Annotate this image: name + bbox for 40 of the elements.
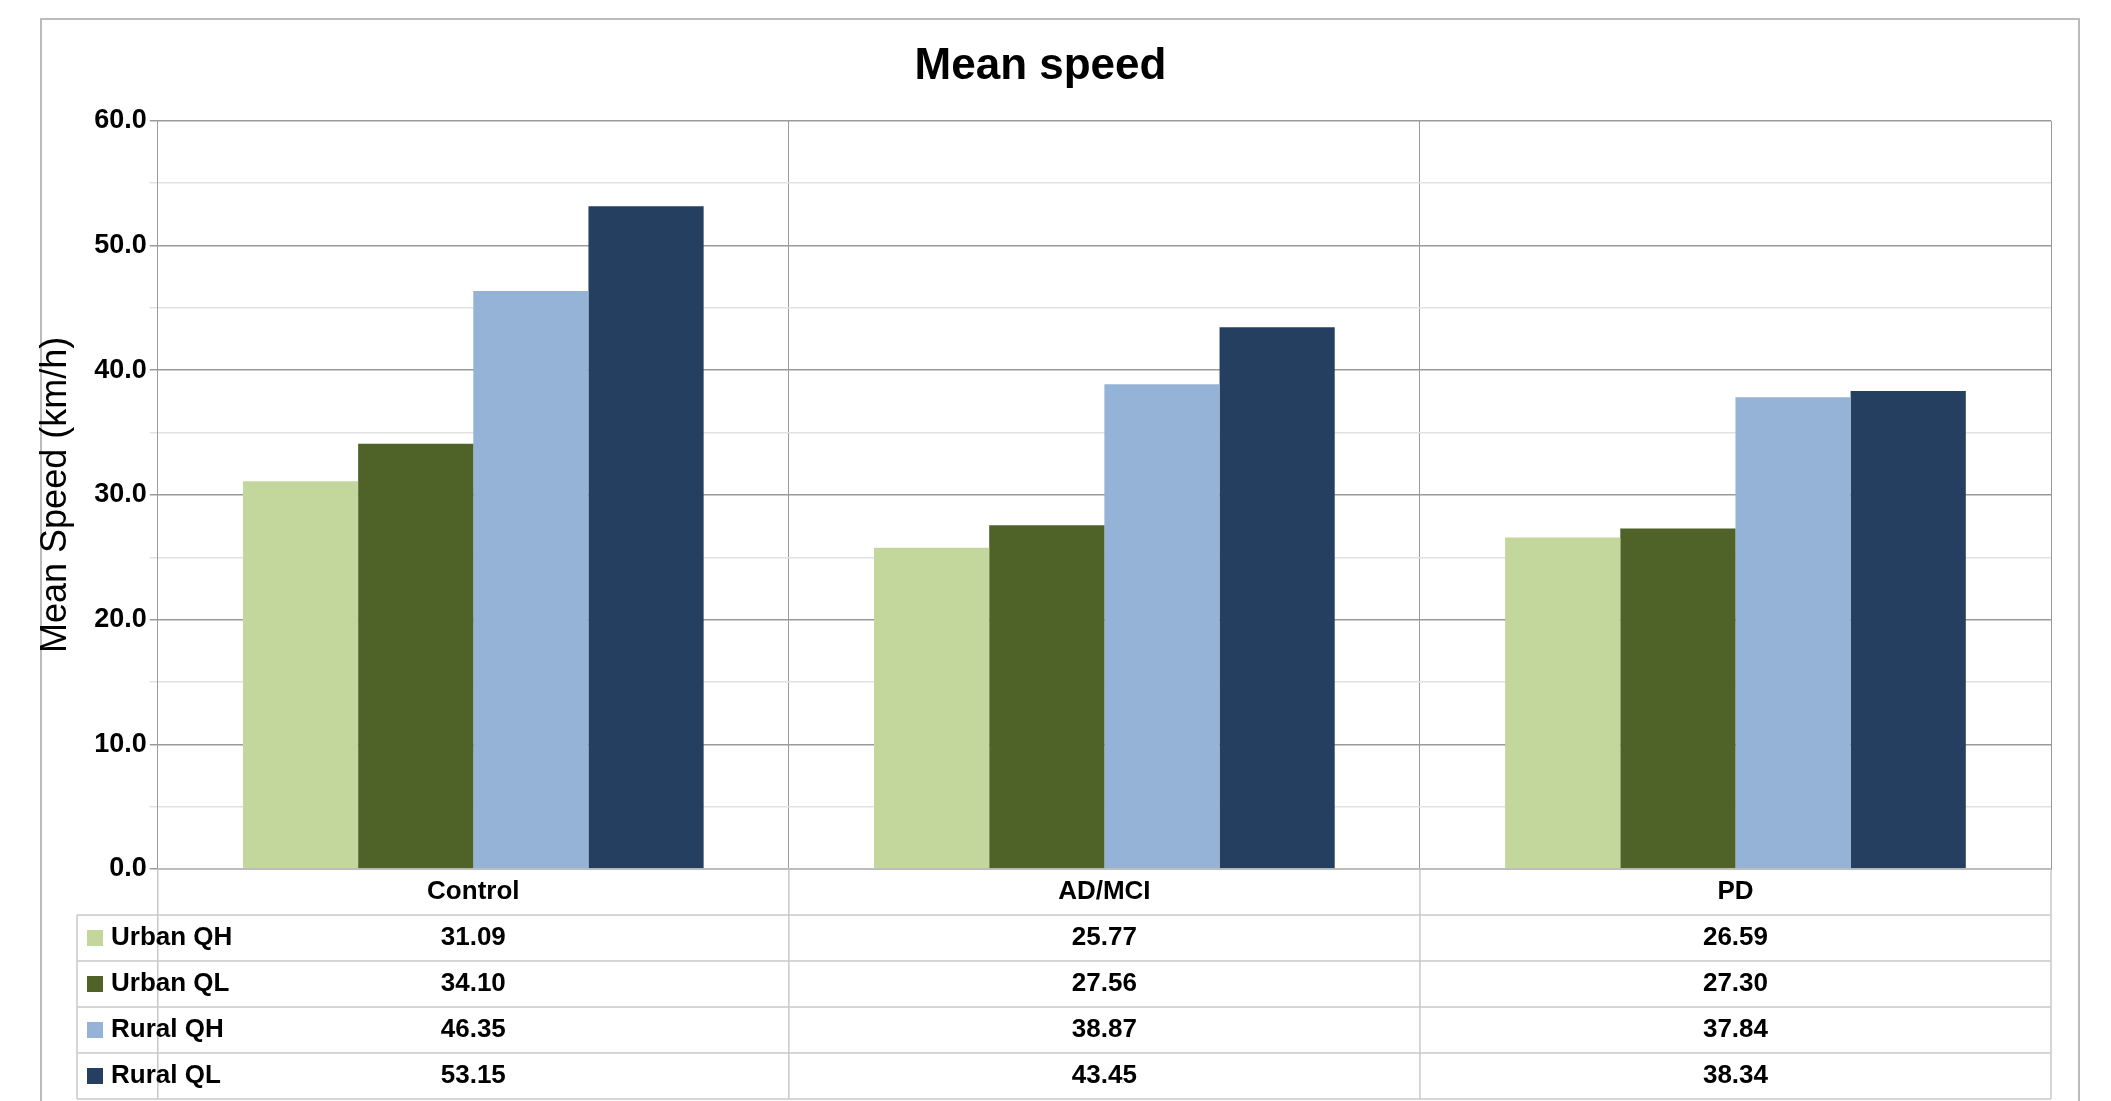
y-tick-label: 20.0 [94,603,147,634]
bar [1620,528,1736,869]
data-label: 43.45 [1071,1059,1137,1090]
data-label: 34.10 [440,967,506,998]
data-label: 46.35 [440,1013,506,1044]
bar [1505,537,1621,869]
legend-label: Urban QL [111,967,230,998]
y-tick-label: 60.0 [94,104,147,135]
bar [473,291,589,869]
y-axis-title: Mean Speed (km/h) [32,336,74,653]
data-label: 25.77 [1071,921,1137,952]
data-label: 38.87 [1071,1013,1137,1044]
bar [242,481,359,869]
data-label: 38.34 [1702,1059,1769,1090]
bar [1850,390,1966,869]
y-tick-label: 0.0 [109,852,147,883]
bar [989,525,1105,869]
x-tick-label: AD/MCI [1058,875,1151,906]
data-label: 31.09 [440,921,506,952]
bar [1219,327,1335,869]
data-label: 53.15 [440,1059,506,1090]
bar [588,206,704,869]
chart-title: Mean speed [914,38,1167,88]
bar [1735,397,1851,869]
data-label: 26.59 [1702,921,1768,952]
y-tick-label: 40.0 [94,353,147,384]
data-label: 27.30 [1702,967,1768,998]
y-tick-label: 30.0 [94,478,147,509]
data-label: 27.56 [1071,967,1137,998]
legend-label: Rural QH [111,1013,224,1044]
bar [358,443,474,869]
x-tick-label: PD [1717,875,1754,906]
legend-label: Urban QH [111,921,233,952]
bar [874,547,990,869]
y-tick-label: 10.0 [94,727,147,758]
data-label: 37.84 [1702,1013,1769,1044]
y-tick-label: 50.0 [94,228,147,259]
bar [1104,384,1220,869]
x-tick-label: Control [427,875,520,906]
legend-label: Rural QL [111,1059,221,1090]
